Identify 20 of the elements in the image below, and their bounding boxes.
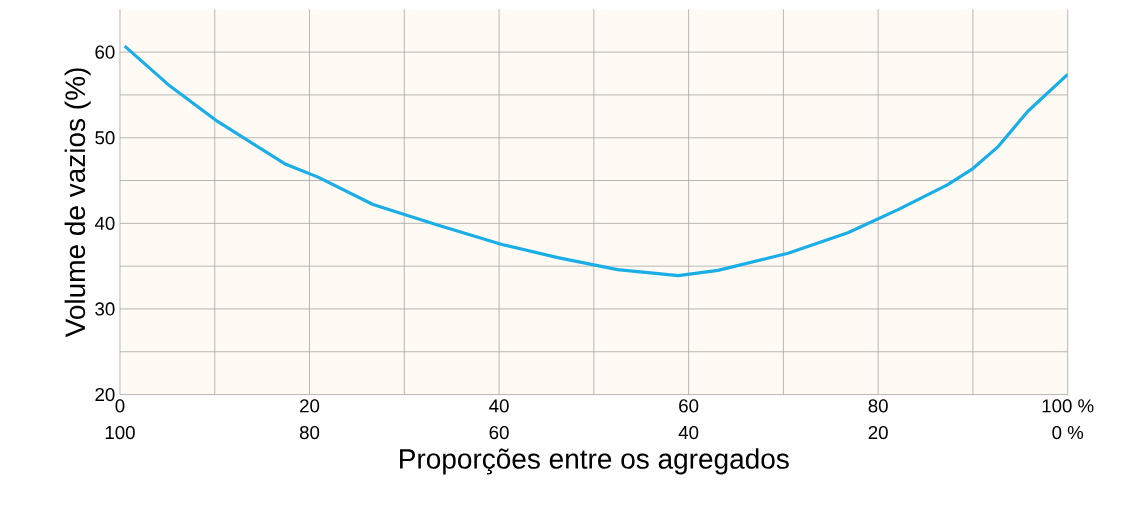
y-tick-label: 50 <box>95 131 115 145</box>
x2-tick-label: 40 <box>678 426 699 440</box>
x-tick-label: 0 <box>115 399 125 413</box>
y-tick-label: 60 <box>95 45 115 59</box>
line-series <box>123 44 1068 278</box>
x-tick-label: 20 <box>300 399 320 413</box>
y-tick-label: 40 <box>94 216 115 231</box>
x-tick-label: 80 <box>868 399 888 413</box>
x-axis-title: Proporções entre os agregados <box>400 448 789 475</box>
x2-tick-label: 80 <box>299 426 320 440</box>
x2-tick-label: 60 <box>489 426 509 440</box>
x2-tick-label: 100 <box>105 426 135 440</box>
x2-tick-label: 20 <box>868 426 888 440</box>
y-tick-label: 30 <box>95 302 115 316</box>
x2-tick-label: 0 % <box>1052 426 1084 440</box>
y-axis-title: Volume de vazios (%) <box>64 68 91 338</box>
x-tick-label: 100 % <box>1042 399 1094 413</box>
x-tick-label: 60 <box>679 399 699 413</box>
y-tick-label: 20 <box>95 388 115 402</box>
x-tick-label: 40 <box>489 399 509 413</box>
